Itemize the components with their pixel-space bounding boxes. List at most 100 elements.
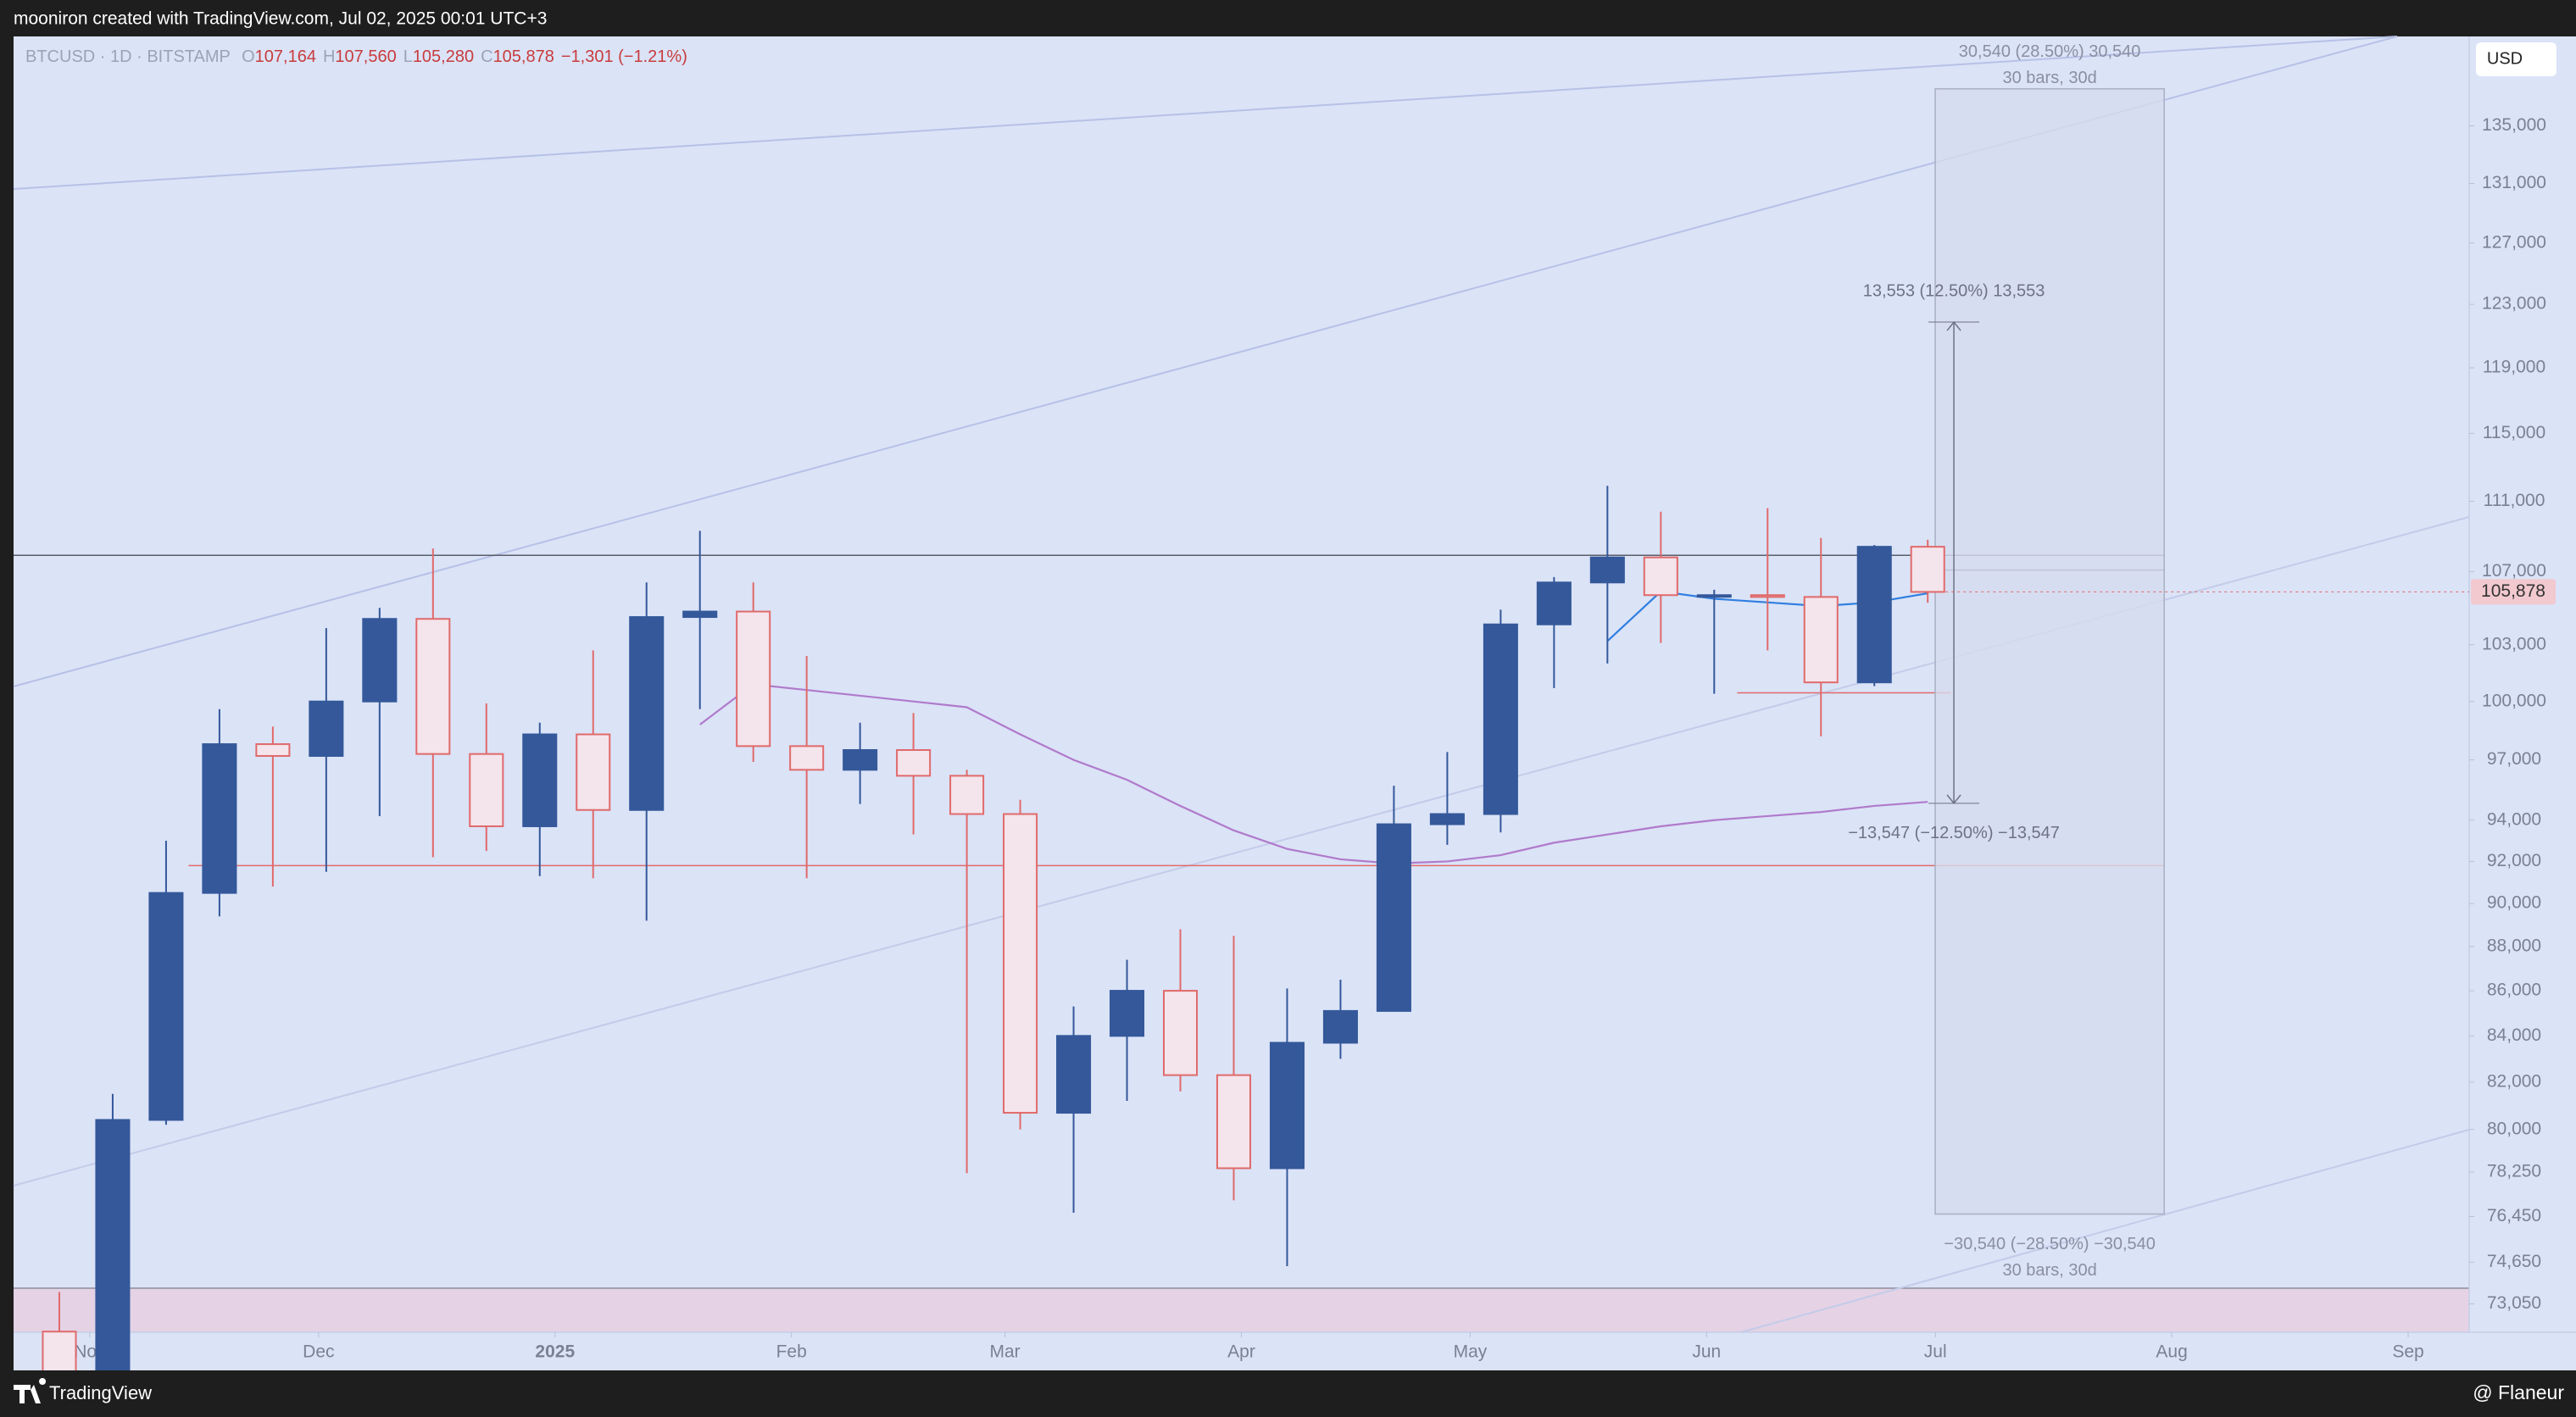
legend-key: C — [481, 47, 492, 66]
series-layer: 135,000 131,000 127,000 123,000 119,000 115,0… — [14, 42, 2556, 1417]
y-tick-label: 119,000 — [2483, 358, 2545, 377]
header-text: mooniron created with TradingView.com, J… — [14, 9, 547, 29]
candle-body — [1003, 813, 1038, 1114]
measure-label: 30,540 (28.50%) 30,540 — [1959, 42, 2141, 61]
trend-line — [1740, 1129, 2470, 1333]
x-tick-label: May — [1454, 1342, 1488, 1362]
x-tick-label: Mar — [989, 1342, 1020, 1362]
measure-label: 30 bars, 30d — [2003, 69, 2097, 87]
bottom-bar — [0, 1370, 2576, 1417]
y-tick-label: 86,000 — [2487, 981, 2541, 1000]
y-tick-label: 80,000 — [2487, 1119, 2541, 1138]
y-tick-label: 76,450 — [2487, 1206, 2541, 1225]
measure-label: −30,540 (−28.50%) −30,540 — [1944, 1235, 2156, 1253]
x-tick-label: Feb — [776, 1342, 807, 1362]
candle-body — [1429, 813, 1465, 825]
y-tick-label: 100,000 — [2482, 691, 2546, 710]
currency: USD — [2487, 49, 2523, 68]
legend-value: 107,560 — [335, 47, 396, 66]
measure-label: −13,547 (−12.50%) −13,547 — [1848, 824, 2060, 842]
y-tick-label: 82,000 — [2487, 1071, 2541, 1091]
candle-body — [362, 618, 398, 703]
candle-body — [255, 743, 291, 757]
candle-body — [736, 610, 771, 747]
x-tick-label: Aug — [2156, 1342, 2187, 1362]
candle-body — [1643, 556, 1678, 597]
candle-body — [1110, 990, 1145, 1037]
candle-body — [309, 700, 344, 757]
measure-box — [1934, 88, 2165, 1215]
y-tick-label: 115,000 — [2483, 423, 2545, 442]
candle-body — [1483, 623, 1518, 815]
candle-body — [1216, 1074, 1252, 1170]
candle-body — [1322, 1009, 1358, 1044]
trend-line — [13, 36, 2398, 190]
y-tick-label: 78,250 — [2487, 1161, 2541, 1181]
x-tick-label: 2025 — [535, 1342, 575, 1362]
x-tick-label: Jul — [1924, 1342, 1947, 1362]
candle-body — [202, 743, 237, 894]
brand: TradingView — [49, 1382, 152, 1403]
y-tick-label: 94,000 — [2487, 809, 2541, 829]
symbol-legend: BTCUSD · 1D · BITSTAMP O107,164 H107,560 L… — [25, 47, 687, 66]
y-tick-label: 123,000 — [2482, 294, 2546, 314]
measure-label: 13,553 (12.50%) 13,553 — [1863, 281, 2045, 300]
x-tick-label: Dec — [303, 1342, 334, 1362]
candle-body — [1589, 556, 1625, 584]
candle-body — [1803, 596, 1839, 684]
candle-body — [1162, 990, 1199, 1076]
candle-body — [469, 753, 504, 827]
y-tick-label: 97,000 — [2487, 749, 2541, 769]
candle-body — [1376, 823, 1411, 1012]
y-tick-label: 107,000 — [2482, 561, 2546, 581]
candle-body — [949, 775, 985, 815]
y-tick-label: 135,000 — [2482, 115, 2546, 135]
candle-body — [896, 749, 932, 777]
last-price-tag — [2471, 579, 2556, 605]
y-tick-label: 84,000 — [2487, 1025, 2541, 1045]
legend-key: L — [403, 47, 413, 66]
y-tick-label: 92,000 — [2487, 851, 2541, 870]
legend-value: 105,878 — [493, 47, 554, 66]
candle-body — [1056, 1035, 1092, 1114]
currency-button[interactable] — [2476, 42, 2557, 76]
candle-body — [789, 745, 825, 771]
candle-body — [95, 1119, 131, 1403]
candle-body — [629, 616, 665, 811]
y-tick-label: 88,000 — [2487, 936, 2541, 956]
candle-body — [148, 892, 184, 1121]
y-tick-label: 111,000 — [2484, 491, 2545, 510]
x-tick-label: Apr — [1227, 1342, 1255, 1362]
moving-average — [699, 683, 1928, 864]
y-tick-label: 127,000 — [2482, 232, 2546, 252]
y-tick-label: 73,050 — [2487, 1293, 2541, 1313]
credit: @ Flaneur — [2473, 1381, 2564, 1403]
candle-body — [1750, 594, 1785, 598]
measure-label: 30 bars, 30d — [2003, 1261, 2097, 1280]
y-tick-label: 90,000 — [2487, 893, 2541, 913]
x-tick-label: Jun — [1692, 1342, 1721, 1362]
top-bar — [0, 0, 2576, 36]
legend-change: −1,301 (−1.21%) — [561, 47, 687, 66]
symbol: BTCUSD · 1D · BITSTAMP — [25, 47, 231, 66]
candle-body — [415, 618, 451, 755]
logo — [14, 1378, 47, 1403]
legend-value: 107,164 — [255, 47, 316, 66]
candle-body — [843, 749, 878, 771]
candle-body — [1856, 546, 1892, 684]
candle-body — [576, 733, 611, 811]
plot-background — [14, 36, 2576, 1370]
y-tick-label: 131,000 — [2482, 173, 2546, 192]
candle-body — [1269, 1042, 1305, 1170]
legend-key: O — [242, 47, 255, 66]
candle-body — [682, 610, 718, 619]
legend-value: 105,280 — [413, 47, 474, 66]
y-tick-label: 74,650 — [2487, 1252, 2541, 1271]
candle-body — [1696, 594, 1732, 598]
zone — [14, 1288, 2469, 1332]
legend-key: H — [323, 47, 335, 66]
candle-body — [522, 733, 558, 827]
x-tick-label: Sep — [2392, 1342, 2423, 1362]
